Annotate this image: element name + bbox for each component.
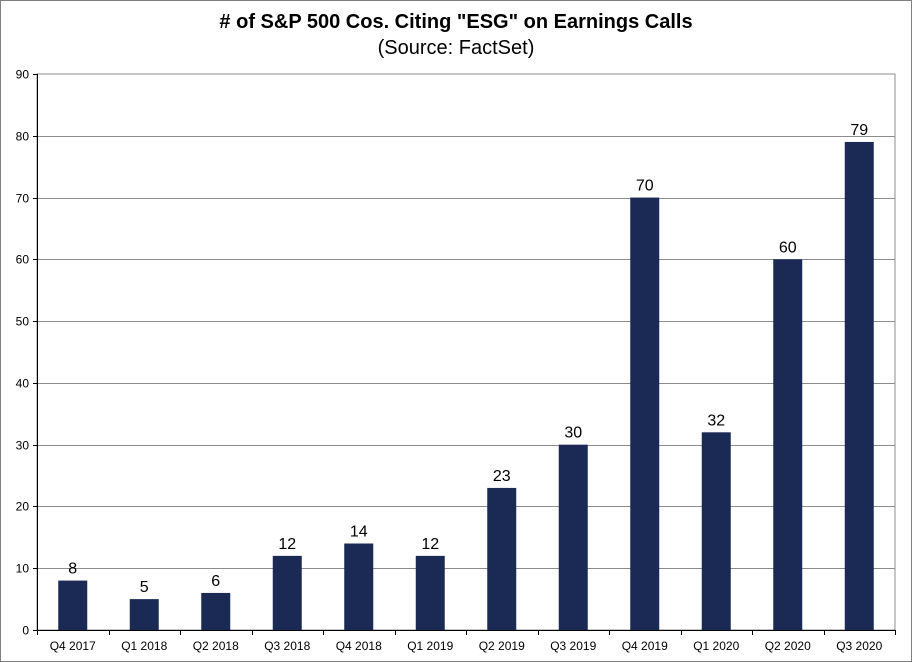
x-tick-label: Q2 2019 [479,639,525,653]
chart-title: # of S&P 500 Cos. Citing "ESG" on Earnin… [219,11,693,33]
y-tick-label: 90 [16,68,30,82]
x-tick-label: Q3 2019 [550,639,596,653]
data-label: 30 [564,425,582,442]
x-tick-label: Q4 2017 [50,639,96,653]
bar [344,543,374,630]
y-tick-label: 80 [16,130,30,144]
x-tick-label: Q2 2020 [765,639,811,653]
x-tick-label: Q1 2019 [407,639,453,653]
plot-area [36,73,896,631]
bar [701,432,731,630]
data-label: 70 [636,178,654,195]
bar [630,197,660,631]
bar [201,592,231,630]
data-label: 14 [350,524,368,541]
bar [773,259,803,630]
bar [487,487,517,630]
x-tick-label: Q3 2020 [836,639,882,653]
data-label: 12 [278,536,296,553]
bar [415,555,445,630]
bar [844,141,874,630]
x-tick-label: Q4 2019 [622,639,668,653]
x-tick-label: Q1 2018 [121,639,167,653]
data-label: 79 [850,122,868,139]
data-label: 8 [68,561,77,578]
y-tick-label: 10 [16,562,30,576]
y-tick-label: 30 [16,439,30,453]
data-label: 23 [493,468,511,485]
data-label: 12 [421,536,439,553]
bar [58,580,88,630]
data-label: 32 [707,412,725,429]
x-tick-label: Q2 2018 [193,639,239,653]
data-label: 5 [140,579,149,596]
bar [558,444,588,630]
x-tick-label: Q1 2020 [693,639,739,653]
y-tick-label: 0 [22,624,29,638]
y-tick-label: 40 [16,377,30,391]
x-tick-label: Q4 2018 [336,639,382,653]
data-label: 60 [779,239,797,256]
y-tick-label: 50 [16,315,30,329]
y-tick-label: 70 [16,192,30,206]
bar [129,599,159,630]
chart-subtitle: (Source: FactSet) [377,37,535,59]
y-tick-label: 20 [16,500,30,514]
x-tick-label: Q3 2018 [264,639,310,653]
y-tick-label: 60 [16,253,30,267]
bar [272,555,302,630]
data-label: 6 [211,573,220,590]
